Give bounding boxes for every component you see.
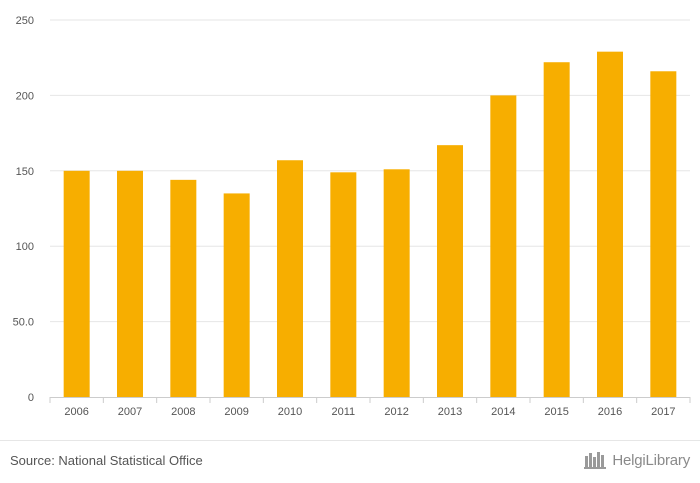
x-tick-label: 2010 [278, 406, 302, 418]
y-axis: 0 50.0 100 150 200 250 [13, 15, 34, 404]
y-tick-label: 200 [16, 90, 34, 102]
bar-2015[interactable] [543, 62, 570, 397]
brand-name: HelgiLibrary [612, 451, 690, 469]
bar-2010[interactable] [277, 160, 303, 397]
bar-2011[interactable] [330, 172, 357, 397]
bar-2008[interactable] [170, 179, 197, 397]
x-axis: 2006 2007 2008 2009 2010 2011 2012 2013 2014 2015… [49, 397, 691, 418]
bar-2017[interactable] [650, 71, 677, 397]
y-tick-label: 250 [16, 15, 34, 27]
y-tick-label: 100 [16, 241, 34, 253]
bar-2013[interactable] [437, 145, 463, 397]
y-tick-label: 150 [16, 166, 34, 178]
brand-link[interactable]: HelgiLibrary [584, 450, 690, 470]
x-tick-label: 2011 [332, 406, 356, 418]
bar-2009[interactable] [223, 193, 250, 397]
y-tick-label: 50.0 [13, 317, 34, 329]
x-tick-label: 2014 [491, 406, 515, 418]
x-tick-label: 2009 [224, 406, 248, 418]
bar-2007[interactable] [117, 170, 143, 397]
x-tick-label: 2007 [118, 406, 142, 418]
bars-layer [63, 51, 677, 398]
x-tick-label: 2013 [438, 406, 462, 418]
x-tick-label: 2008 [171, 406, 195, 418]
x-tick-label: 2012 [384, 406, 408, 418]
bar-2012[interactable] [383, 169, 410, 397]
bar-2006[interactable] [63, 170, 90, 397]
y-tick-label: 0 [28, 392, 34, 404]
bar-2014[interactable] [490, 95, 517, 398]
source-note: Source: National Statistical Office [10, 453, 203, 468]
x-tick-label: 2015 [544, 406, 568, 418]
x-tick-label: 2006 [64, 406, 88, 418]
bookshelf-logo-icon [584, 452, 607, 469]
chart: 0 50.0 100 150 200 250 2006 2007 2008 2009 2010 20… [13, 15, 691, 418]
x-tick-label: 2016 [598, 406, 622, 418]
grid-layer [50, 19, 690, 323]
chart-footer: Source: National Statistical Office Helg… [0, 440, 700, 483]
x-tick-label: 2017 [651, 406, 675, 418]
bar-2016[interactable] [597, 51, 623, 397]
